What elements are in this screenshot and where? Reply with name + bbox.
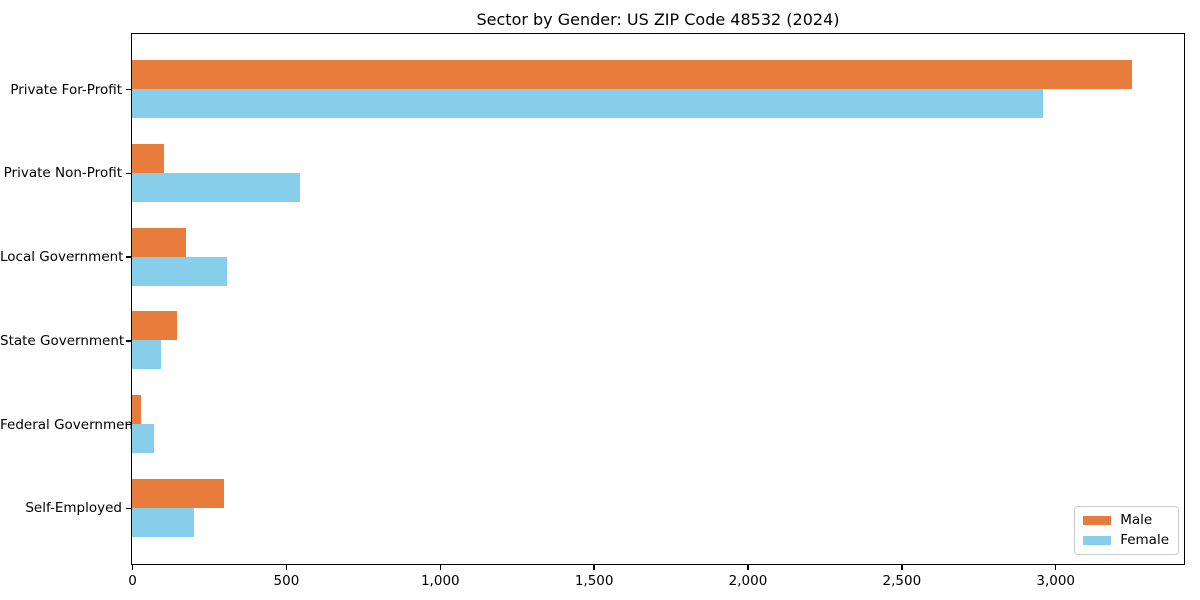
x-tick-label: 3,000: [1036, 573, 1076, 589]
x-tick-mark: [1054, 565, 1057, 570]
legend-swatch-female-icon: [1083, 536, 1112, 545]
y-tick-mark: [126, 172, 131, 175]
bar-female-2: [132, 256, 228, 286]
legend-label: Male: [1120, 512, 1153, 528]
category-label: Local Government: [0, 249, 124, 266]
legend-label: Female: [1120, 532, 1169, 548]
category-label: Federal Government: [0, 416, 139, 433]
bar-male-3: [132, 311, 177, 341]
legend-swatch-male-icon: [1083, 516, 1112, 525]
category-label: Self-Employed: [25, 500, 122, 517]
x-tick-label: 2,000: [728, 573, 768, 589]
y-tick-mark: [126, 423, 131, 426]
legend: Male Female: [1074, 506, 1179, 555]
x-tick-mark: [593, 565, 595, 570]
bar-male-2: [132, 227, 186, 257]
plot-area: Male Female: [131, 33, 1185, 565]
category-label: State Government: [0, 332, 125, 349]
bar-male-5: [132, 478, 225, 508]
x-tick-label: 500: [273, 573, 300, 589]
bar-female-0: [132, 89, 1043, 118]
bar-female-4: [132, 424, 154, 454]
category-label: Private Non-Profit: [3, 165, 122, 182]
x-tick-mark: [439, 565, 442, 570]
bar-male-1: [132, 143, 165, 173]
category-label: Private For-Profit: [10, 81, 122, 98]
bar-female-5: [132, 507, 194, 537]
x-tick-mark: [285, 565, 288, 570]
x-tick-label: 2,500: [882, 573, 922, 589]
legend-item-female: Female: [1083, 533, 1169, 548]
bar-female-1: [132, 172, 300, 202]
x-tick-label: 1,000: [420, 573, 460, 589]
x-tick-label: 0: [128, 573, 137, 589]
bar-male-0: [132, 60, 1133, 89]
y-tick-mark: [126, 256, 131, 258]
y-tick-mark: [126, 88, 131, 91]
bar-male-4: [132, 395, 142, 425]
x-tick-mark: [901, 565, 903, 570]
legend-item-male: Male: [1083, 513, 1169, 528]
x-tick-label: 1,500: [574, 573, 614, 589]
y-tick-mark: [126, 340, 131, 342]
y-tick-mark: [126, 507, 131, 510]
x-tick-mark: [747, 565, 749, 570]
x-tick-mark: [131, 565, 134, 570]
bar-female-3: [132, 340, 162, 370]
chart-title: Sector by Gender: US ZIP Code 48532 (202…: [476, 10, 840, 29]
